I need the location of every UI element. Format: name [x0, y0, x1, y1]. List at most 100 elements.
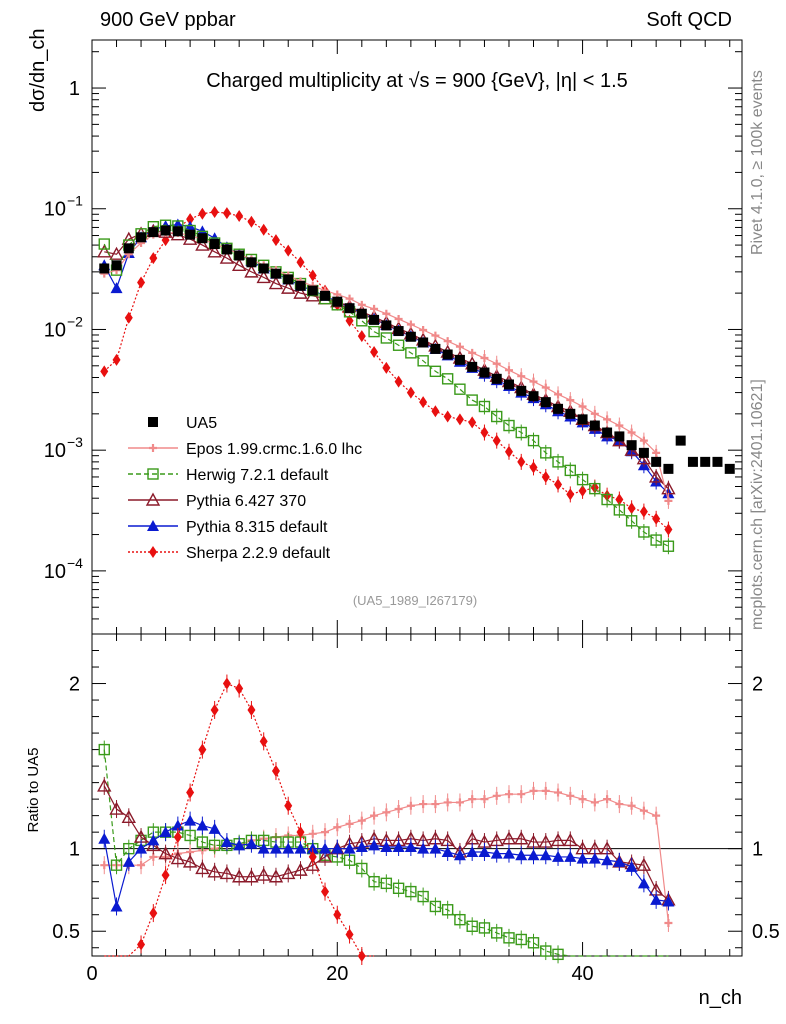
data-point [417, 355, 429, 367]
legend-item-py8: Pythia 8.315 default [128, 519, 328, 536]
data-point [454, 383, 466, 395]
ratio-point [405, 885, 417, 898]
ratio-point [419, 800, 428, 809]
data-point [564, 464, 577, 477]
data-point [185, 229, 196, 240]
ratio-point [98, 832, 111, 844]
header-left: 900 GeV ppbar [100, 9, 236, 31]
data-point [406, 386, 415, 399]
ratio-point [207, 864, 222, 878]
ratio-point [429, 900, 442, 913]
ratio-tick-label: 2 [69, 674, 80, 696]
ratio-point [466, 845, 479, 857]
ratio-point [345, 819, 354, 828]
data-point [639, 436, 648, 445]
ratio-point [281, 865, 296, 880]
ratio-tick-label-right: 0.5 [752, 921, 780, 943]
data-point [541, 383, 550, 392]
data-point [268, 276, 284, 290]
ratio-point [331, 842, 344, 854]
ratio-point [603, 795, 612, 804]
ratio-point [184, 814, 197, 826]
data-point [368, 325, 380, 338]
legend-item-sherpa: Sherpa 2.2.9 default [128, 545, 331, 562]
data-point [466, 394, 478, 406]
legend-marker [147, 468, 159, 480]
y-tick-label: 10 [44, 199, 66, 221]
ratio-point [231, 869, 247, 883]
data-point [186, 213, 195, 226]
data-point [405, 347, 417, 359]
y-tick-mantissa: 1 [69, 78, 80, 100]
data-point [540, 447, 552, 459]
data-point [648, 469, 664, 483]
ratio-point [259, 735, 268, 748]
legend: UA5 Epos 1.99.crmc.1.6.0 lhc Herwig 7.2.1 … [128, 415, 362, 562]
data-point [259, 223, 268, 236]
ratio-point [417, 890, 429, 903]
ratio-point [429, 842, 442, 854]
data-point [527, 434, 540, 447]
data-point [479, 367, 490, 378]
data-point [529, 377, 538, 386]
data-point [137, 276, 146, 289]
data-point [664, 523, 673, 536]
ratio-point [293, 862, 308, 876]
data-point [431, 405, 440, 418]
ratio-point [235, 682, 244, 695]
ratio-point [382, 808, 391, 817]
ratio-point [219, 865, 235, 880]
data-point [231, 257, 247, 272]
ratio-point [198, 743, 207, 756]
ratio-point [137, 861, 146, 870]
ratio-point [588, 852, 601, 864]
ratio-point [404, 841, 417, 853]
ratio-point [615, 800, 624, 809]
data-point [197, 233, 208, 244]
data-point [589, 482, 601, 495]
data-point [455, 413, 464, 426]
ratio-point [319, 842, 332, 854]
ratio-frame [91, 633, 743, 957]
ratio-point [308, 829, 317, 838]
y-tick-label: 1 [69, 78, 80, 100]
ratio-point [637, 877, 650, 889]
ratio-point [284, 799, 293, 812]
data-point [615, 493, 624, 506]
data-point [246, 257, 257, 268]
data-point [112, 353, 121, 366]
ratio-point [527, 849, 540, 861]
ratio-series [97, 674, 676, 965]
data-point [418, 337, 429, 348]
data-point [468, 416, 477, 429]
ratio-point [601, 854, 614, 866]
data-point [235, 210, 244, 223]
ratio-point [443, 798, 452, 807]
data-point [625, 515, 638, 527]
ratio-point [504, 790, 513, 799]
ratio-point [503, 932, 515, 944]
ratio-point [149, 907, 158, 920]
ratio-point [392, 882, 405, 894]
y-tick-exponent: −3 [67, 434, 83, 450]
legend-marker [149, 444, 157, 452]
ratio-point [625, 860, 638, 872]
chart-title: Charged multiplicity at √s = 900 {GeV}, … [206, 70, 628, 92]
ratio-point [480, 795, 489, 804]
data-point [639, 505, 648, 518]
data-point [603, 415, 612, 424]
data-point [517, 372, 526, 381]
y-axis-label-text: dσ/dn_ch [27, 28, 49, 112]
ratio-point [652, 811, 661, 820]
data-point [283, 274, 294, 285]
ratio-tick-label-right: 1 [752, 839, 763, 861]
ratio-point [305, 857, 320, 871]
ratio-point [466, 920, 478, 932]
ratio-point [490, 847, 503, 859]
ratio-point [121, 809, 136, 823]
y-tick-mantissa: 10 [44, 199, 66, 221]
data-point [124, 311, 133, 324]
ratio-point [431, 800, 440, 809]
ratio-point [158, 846, 173, 860]
ratio-point [109, 801, 124, 815]
